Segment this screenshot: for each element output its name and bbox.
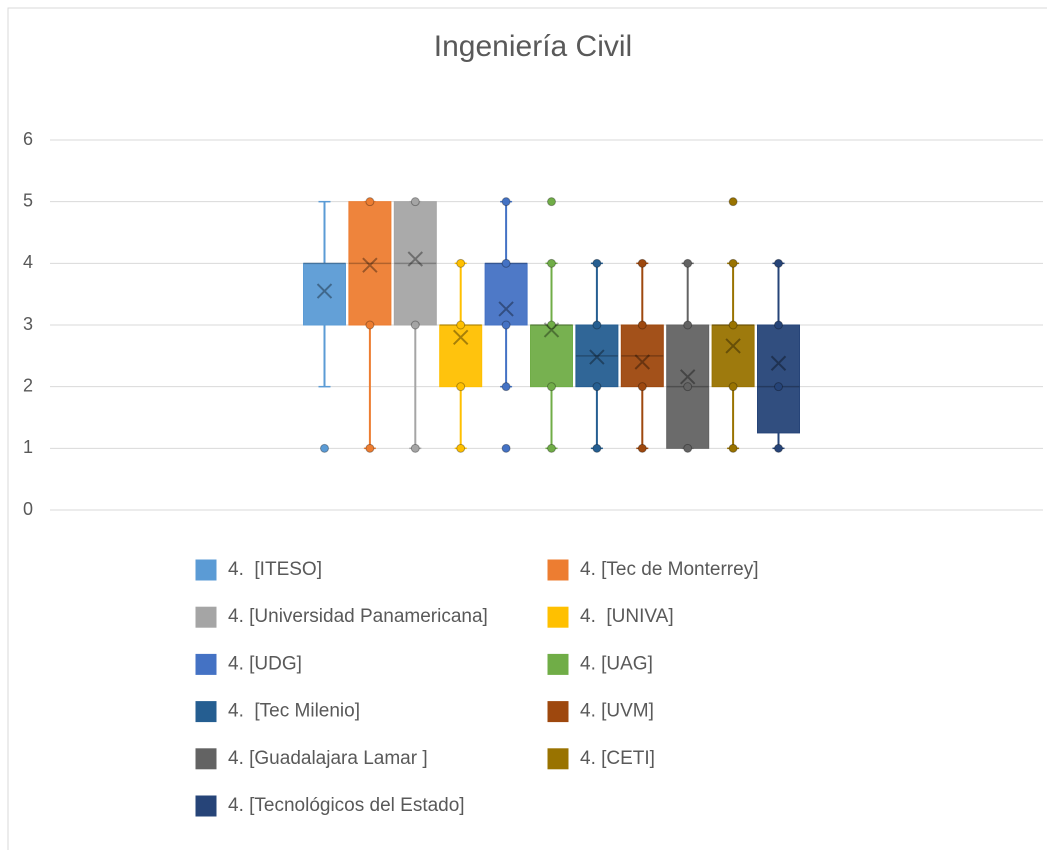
chart-title: Ingeniería Civil: [434, 30, 632, 63]
data-point: [456, 443, 466, 453]
data-point: [683, 258, 693, 268]
data-point: [501, 258, 511, 268]
data-point: [728, 382, 738, 392]
y-tick-label: 0: [23, 499, 33, 519]
mean-marker: [452, 329, 469, 346]
data-point: [547, 320, 556, 330]
mean-marker: [543, 322, 560, 338]
data-point: [637, 443, 647, 453]
data-point: [456, 320, 466, 330]
data-point: [637, 382, 647, 392]
box: [575, 324, 619, 388]
data-point: [501, 320, 511, 330]
mean-marker: [407, 251, 424, 267]
legend-swatch: [195, 795, 217, 817]
data-point: [320, 443, 329, 453]
legend-label: 4. [ITESO]: [228, 559, 322, 580]
data-point: [410, 320, 420, 330]
box: [530, 324, 573, 388]
data-point: [365, 197, 375, 207]
data-point: [774, 382, 783, 392]
data-point: [547, 382, 556, 392]
mean-marker: [634, 354, 651, 370]
legend-label: 4. [Tec de Monterrey]: [580, 559, 758, 580]
legend-swatch: [547, 559, 569, 581]
data-point: [547, 197, 556, 207]
legend-swatch: [547, 606, 569, 628]
data-point: [774, 258, 783, 268]
legend-swatch: [195, 653, 217, 675]
data-point: [501, 443, 511, 453]
legend-label: 4. [UVM]: [580, 701, 654, 722]
box: [393, 201, 437, 326]
data-point: [501, 197, 511, 207]
legend-label: 4. [Guadalajara Lamar ]: [228, 748, 428, 769]
box: [620, 324, 664, 388]
mean-marker: [770, 355, 787, 371]
data-point: [592, 320, 602, 330]
legend-label: 4. [UAG]: [580, 653, 653, 674]
box: [439, 324, 483, 388]
data-point: [728, 320, 738, 330]
mean-marker: [362, 257, 378, 273]
chart-border: [7, 7, 1047, 850]
data-point: [683, 382, 693, 392]
legend-label: 4. [UNIVA]: [580, 606, 674, 627]
data-point: [728, 258, 738, 268]
data-point: [774, 320, 783, 330]
data-point: [683, 320, 693, 330]
box: [711, 324, 755, 388]
legend-swatch: [547, 748, 569, 770]
data-point: [592, 382, 602, 392]
data-point: [365, 443, 375, 453]
data-point: [410, 443, 420, 453]
mean-marker: [589, 349, 605, 365]
y-tick-label: 2: [23, 375, 33, 395]
data-point: [637, 320, 647, 330]
data-point: [637, 258, 647, 268]
y-tick-label: 5: [23, 190, 33, 210]
data-point: [501, 382, 511, 392]
legend-label: 4. [CETI]: [580, 748, 655, 769]
data-point: [456, 258, 466, 268]
legend-label: 4. [Tec Milenio]: [228, 701, 360, 722]
box: [484, 262, 528, 326]
data-point: [410, 197, 420, 207]
data-point: [774, 443, 783, 453]
box: [348, 201, 392, 326]
data-point: [456, 382, 466, 392]
legend-swatch: [195, 606, 217, 628]
data-point: [728, 443, 738, 453]
data-point: [683, 443, 693, 453]
data-point: [547, 443, 556, 453]
legend-swatch: [195, 701, 217, 723]
y-tick-label: 3: [23, 314, 33, 334]
mean-marker: [725, 338, 741, 354]
legend-swatch: [547, 701, 569, 723]
y-tick-label: 6: [23, 129, 33, 149]
data-point: [365, 320, 375, 330]
y-tick-label: 4: [23, 252, 33, 272]
data-point: [728, 197, 738, 207]
legend-swatch: [195, 748, 217, 770]
mean-marker: [498, 301, 514, 317]
y-tick-label: 1: [23, 437, 33, 457]
legend-label: 4. [UDG]: [228, 653, 302, 674]
legend-swatch: [195, 559, 217, 581]
data-point: [547, 258, 556, 268]
data-point: [592, 258, 602, 268]
data-point: [592, 443, 602, 453]
box: [757, 324, 800, 434]
mean-marker: [679, 369, 696, 385]
legend-swatch: [547, 653, 569, 675]
legend-label: 4. [Universidad Panamericana]: [228, 606, 488, 627]
legend-label: 4. [Tecnológicos del Estado]: [228, 795, 465, 816]
box: [303, 262, 346, 326]
mean-marker: [316, 283, 333, 299]
